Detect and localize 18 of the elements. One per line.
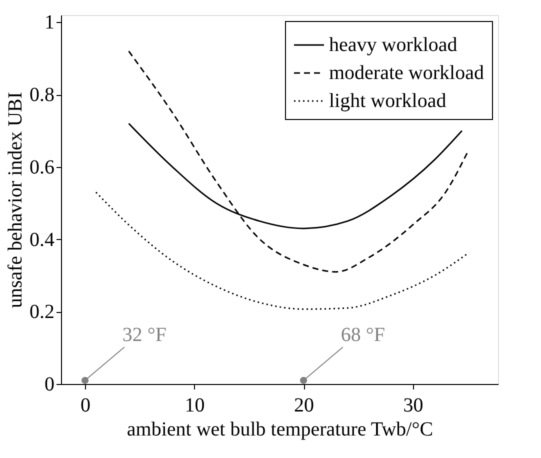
legend-label: light workload xyxy=(329,90,446,112)
x-tick-label: 10 xyxy=(184,394,205,416)
legend-label: heavy workload xyxy=(329,34,458,56)
y-axis-title: unsafe behavior index UBI xyxy=(4,92,26,308)
y-tick-label: 0 xyxy=(44,374,54,396)
x-tick-label: 30 xyxy=(403,394,424,416)
x-tick-label: 0 xyxy=(80,394,91,416)
legend-label: moderate workload xyxy=(329,62,484,84)
line-series xyxy=(95,192,468,310)
y-tick-label: 1 xyxy=(44,12,54,34)
y-tick-label: 0.6 xyxy=(30,156,54,178)
annotation: 32 °F xyxy=(122,324,166,346)
annotation: 68 °F xyxy=(340,324,385,346)
y-tick-label: 0.4 xyxy=(30,228,54,251)
y-tick-label: 0.8 xyxy=(30,84,54,106)
x-axis-title: ambient wet bulb temperature Twb/°C xyxy=(126,418,434,440)
x-tick-label: 20 xyxy=(294,394,314,416)
y-tick-label: 0.2 xyxy=(30,301,54,324)
